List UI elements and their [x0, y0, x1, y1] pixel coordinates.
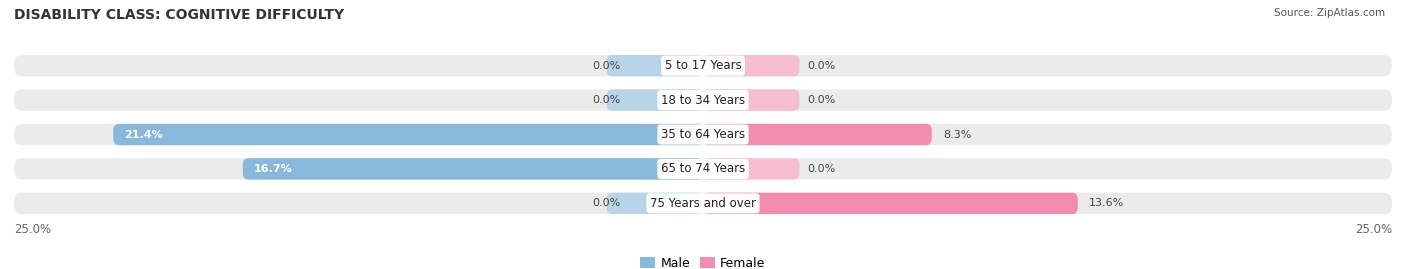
- FancyBboxPatch shape: [703, 124, 932, 145]
- FancyBboxPatch shape: [14, 124, 1392, 145]
- Text: 8.3%: 8.3%: [943, 129, 972, 140]
- Text: 0.0%: 0.0%: [592, 95, 620, 105]
- FancyBboxPatch shape: [606, 193, 703, 214]
- Text: DISABILITY CLASS: COGNITIVE DIFFICULTY: DISABILITY CLASS: COGNITIVE DIFFICULTY: [14, 8, 344, 22]
- FancyBboxPatch shape: [703, 158, 800, 180]
- Legend: Male, Female: Male, Female: [636, 252, 770, 269]
- FancyBboxPatch shape: [243, 158, 703, 180]
- Text: 5 to 17 Years: 5 to 17 Years: [665, 59, 741, 72]
- Text: 0.0%: 0.0%: [807, 164, 837, 174]
- Text: 0.0%: 0.0%: [592, 61, 620, 71]
- Text: 18 to 34 Years: 18 to 34 Years: [661, 94, 745, 107]
- Text: 0.0%: 0.0%: [807, 95, 837, 105]
- Text: 0.0%: 0.0%: [592, 198, 620, 208]
- Text: 65 to 74 Years: 65 to 74 Years: [661, 162, 745, 175]
- FancyBboxPatch shape: [14, 193, 1392, 214]
- FancyBboxPatch shape: [606, 55, 703, 76]
- Text: 16.7%: 16.7%: [254, 164, 292, 174]
- Text: 21.4%: 21.4%: [124, 129, 163, 140]
- Text: 75 Years and over: 75 Years and over: [650, 197, 756, 210]
- Text: 13.6%: 13.6%: [1088, 198, 1123, 208]
- Text: Source: ZipAtlas.com: Source: ZipAtlas.com: [1274, 8, 1385, 18]
- Text: 25.0%: 25.0%: [14, 223, 51, 236]
- FancyBboxPatch shape: [14, 158, 1392, 180]
- Text: 35 to 64 Years: 35 to 64 Years: [661, 128, 745, 141]
- FancyBboxPatch shape: [14, 89, 1392, 111]
- Text: 0.0%: 0.0%: [807, 61, 837, 71]
- FancyBboxPatch shape: [703, 89, 800, 111]
- FancyBboxPatch shape: [606, 89, 703, 111]
- FancyBboxPatch shape: [703, 193, 1078, 214]
- FancyBboxPatch shape: [114, 124, 703, 145]
- FancyBboxPatch shape: [14, 55, 1392, 76]
- Text: 25.0%: 25.0%: [1355, 223, 1392, 236]
- FancyBboxPatch shape: [703, 55, 800, 76]
